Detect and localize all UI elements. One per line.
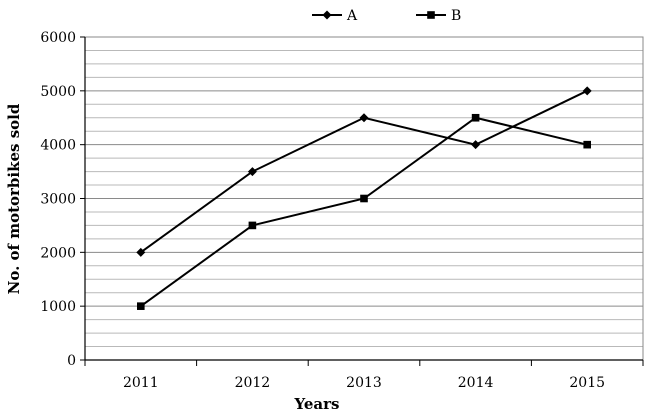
y-tick-label: 1000: [40, 299, 76, 315]
x-tick-label: 2012: [235, 375, 271, 391]
x-tick-label: 2014: [458, 375, 494, 391]
x-tick-labels: 2011 2012 2013 2014 2015: [123, 375, 605, 391]
legend-marker: [427, 11, 435, 19]
legend-label: B: [451, 8, 461, 24]
series: [136, 86, 592, 310]
y-axis-title: No. of motorbikes sold: [5, 103, 23, 294]
data-point: [471, 140, 481, 150]
x-tick-label: 2013: [346, 375, 382, 391]
x-axis-title: Years: [293, 395, 339, 413]
data-point: [137, 302, 145, 310]
x-tick-label: 2015: [569, 375, 605, 391]
data-point: [582, 86, 592, 96]
legend-item-b: B: [416, 8, 461, 24]
data-point: [360, 194, 368, 203]
y-tick-label: 0: [67, 353, 76, 369]
y-tick-label: 6000: [40, 30, 76, 46]
y-tick-label: 3000: [40, 192, 76, 208]
data-point: [136, 247, 146, 257]
x-tick-label: 2011: [123, 375, 159, 391]
data-point: [359, 113, 369, 123]
series-b: [137, 113, 591, 310]
legend-marker: [322, 10, 332, 20]
data-point: [471, 113, 480, 122]
y-tick-label: 4000: [40, 138, 76, 154]
legend-item-a: A: [312, 8, 358, 24]
axes: [80, 36, 644, 366]
data-point: [247, 167, 257, 177]
y-tick-labels: 0 1000 2000 3000 4000 5000 6000: [40, 30, 76, 369]
y-tick-label: 5000: [40, 84, 76, 100]
data-point: [583, 140, 591, 149]
data-point: [248, 221, 257, 230]
legend-label: A: [346, 8, 358, 24]
y-tick-label: 2000: [40, 245, 76, 261]
